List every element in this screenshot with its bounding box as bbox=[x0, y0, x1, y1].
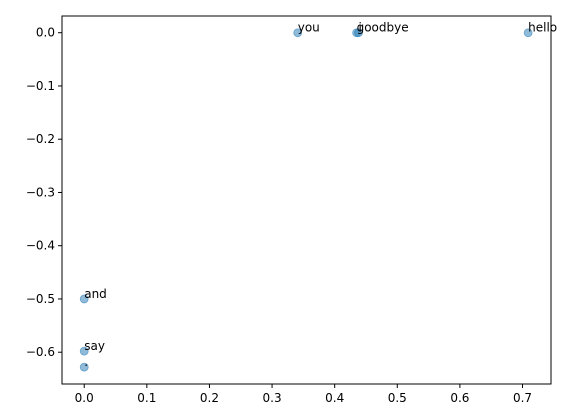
point-label: hello bbox=[528, 21, 557, 35]
data-point bbox=[293, 28, 303, 38]
y-tick-label: 0.0 bbox=[36, 26, 55, 40]
x-tick-label: 0.4 bbox=[325, 391, 344, 405]
x-tick-label: 0.2 bbox=[200, 391, 219, 405]
point-label: say bbox=[84, 339, 105, 353]
data-point bbox=[79, 362, 89, 372]
y-tick-label: −0.6 bbox=[26, 345, 55, 359]
point-label: . bbox=[84, 355, 88, 369]
data-point bbox=[354, 28, 363, 38]
x-axis-ticks: 0.0 0.1 0.2 0.3 0.4 0.5 0.6 0.7 bbox=[75, 384, 532, 405]
x-tick-label: 0.7 bbox=[513, 391, 532, 405]
y-tick-label: −0.1 bbox=[26, 79, 55, 93]
y-axis-ticks: 0.0 −0.1 −0.2 −0.3 −0.4 −0.5 −0.6 bbox=[26, 26, 62, 359]
y-tick-label: −0.5 bbox=[26, 292, 55, 306]
point-label: goodbye bbox=[357, 21, 409, 35]
x-tick-label: 0.3 bbox=[263, 391, 282, 405]
point-label: and bbox=[84, 287, 107, 301]
x-tick-label: 0.0 bbox=[75, 391, 94, 405]
y-tick-label: −0.3 bbox=[26, 185, 55, 199]
axes-frame bbox=[61, 15, 552, 385]
data-point bbox=[79, 346, 89, 356]
data-point bbox=[523, 28, 533, 38]
y-tick-label: −0.2 bbox=[26, 132, 55, 146]
data-point bbox=[79, 294, 89, 304]
point-label: you bbox=[298, 21, 320, 35]
y-tick-label: −0.4 bbox=[26, 239, 55, 253]
x-tick-label: 0.6 bbox=[450, 391, 469, 405]
point-label: i bbox=[358, 21, 361, 35]
x-tick-label: 0.5 bbox=[388, 391, 407, 405]
x-tick-label: 0.1 bbox=[137, 391, 156, 405]
data-points bbox=[79, 28, 533, 372]
